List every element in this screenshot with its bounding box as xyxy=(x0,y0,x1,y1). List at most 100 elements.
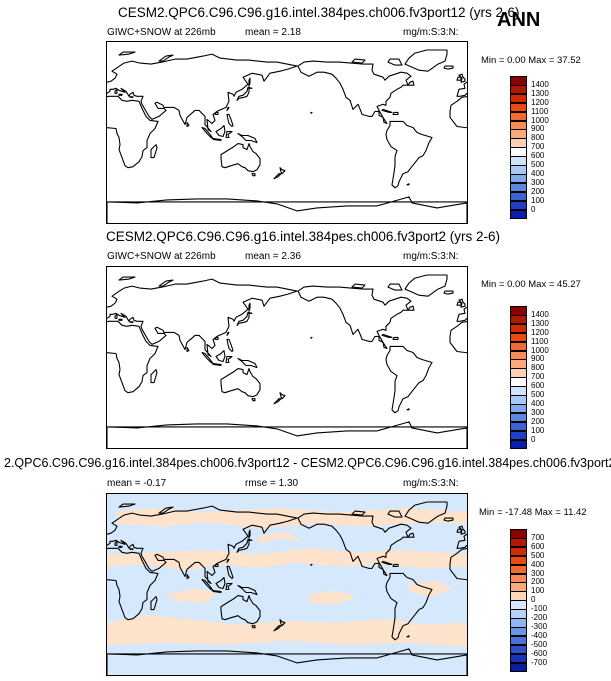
coastline xyxy=(107,421,467,448)
colorbar-tick-label: 1000 xyxy=(531,115,549,125)
coastline xyxy=(297,60,412,125)
coastline xyxy=(118,318,123,321)
coastline xyxy=(406,183,410,186)
panel-1-minmax: Min = 0.00 Max = 37.52 xyxy=(481,55,581,66)
coastline xyxy=(220,368,261,398)
coastline xyxy=(107,547,159,621)
coastline xyxy=(443,290,454,295)
panel-3-map xyxy=(106,493,468,676)
panel-2-mean: mean = 2.36 xyxy=(245,251,301,262)
coastline xyxy=(225,582,233,591)
coastline xyxy=(107,278,298,358)
colorbar-tick-label: -500 xyxy=(531,639,548,649)
coastline xyxy=(237,584,258,596)
coastline xyxy=(404,501,448,524)
panel-3-mean: mean = -0.17 xyxy=(107,478,167,489)
colorbar-tick-label: 1000 xyxy=(531,345,549,355)
colorbar-swatch xyxy=(510,209,527,219)
colorbar-tick-label: 500 xyxy=(531,160,545,169)
coastline xyxy=(273,398,282,405)
coastline xyxy=(456,81,467,97)
coastline xyxy=(406,635,410,638)
coastline xyxy=(214,336,219,340)
colorbar-tick-label: 400 xyxy=(531,559,545,569)
colorbar-tick-label: 1400 xyxy=(531,309,549,319)
panel-2-units: mg/m:S:3:N: xyxy=(403,251,459,262)
coastline xyxy=(351,58,366,64)
colorbar-tick-label: 1200 xyxy=(531,327,549,337)
coastline xyxy=(407,80,415,86)
coastline xyxy=(404,49,448,72)
coastline xyxy=(226,565,234,580)
coastline xyxy=(404,274,448,297)
coastline xyxy=(406,408,410,411)
coastline xyxy=(248,302,251,312)
coastline xyxy=(158,279,174,287)
colorbar-tick-label: 1300 xyxy=(531,88,549,98)
coastline xyxy=(236,311,253,326)
coastline xyxy=(443,65,454,70)
colorbar-tick-label: -600 xyxy=(531,648,548,658)
colorbar-tick-label: 600 xyxy=(531,151,545,161)
panel-1-variable-label: GIWC+SNOW at 226mb xyxy=(107,27,216,38)
coastline xyxy=(381,333,393,338)
coastline xyxy=(118,545,123,548)
panel-3-rmse: rmse = 1.30 xyxy=(245,478,299,489)
coastline xyxy=(387,58,403,66)
coastline xyxy=(215,349,226,363)
coastline xyxy=(186,573,190,580)
coastline xyxy=(107,196,467,223)
colorbar-tick-label: 900 xyxy=(531,124,545,134)
panel-1-world-map xyxy=(107,49,467,223)
colorbar-tick-label: 1100 xyxy=(531,106,549,116)
coastline xyxy=(237,357,258,369)
coastline xyxy=(107,53,298,133)
coastline xyxy=(449,96,467,129)
coastline xyxy=(381,560,393,565)
coastline xyxy=(215,576,226,590)
coastline xyxy=(107,320,159,394)
coastline xyxy=(226,338,234,353)
coastline xyxy=(212,137,222,142)
positive-anomaly-region xyxy=(107,548,467,571)
coastline xyxy=(129,548,134,550)
colorbar-tick-label: 300 xyxy=(531,407,545,417)
coastline xyxy=(248,529,251,539)
positive-anomaly-region xyxy=(307,590,357,605)
coastline xyxy=(251,398,256,402)
coastline xyxy=(118,276,136,281)
panel-3-units: mg/m:S:3:N: xyxy=(403,478,459,489)
coastline xyxy=(310,563,313,566)
colorbar-tick-label: 400 xyxy=(531,168,545,178)
colorbar-tick-label: 0 xyxy=(531,595,536,605)
coastline xyxy=(158,54,174,62)
positive-anomaly-region xyxy=(117,508,467,529)
coastline xyxy=(385,345,433,414)
colorbar-tick-label: 900 xyxy=(531,354,545,364)
colorbar-tick-label: 0 xyxy=(531,204,536,214)
colorbar-tick-label: 1400 xyxy=(531,79,549,89)
coastline xyxy=(225,355,233,364)
coastline xyxy=(449,321,467,354)
coastline xyxy=(114,313,118,319)
colorbar-tick-label: 1100 xyxy=(531,336,549,346)
coastline xyxy=(407,305,415,311)
coastline xyxy=(297,285,412,350)
coastline xyxy=(443,517,454,522)
coastline xyxy=(251,625,256,629)
coastline xyxy=(226,106,230,111)
coastline xyxy=(458,298,466,308)
coastline xyxy=(107,95,159,169)
coastline xyxy=(212,589,222,594)
colorbar-tick-label: -400 xyxy=(531,630,548,640)
colorbar-tick-label: 700 xyxy=(531,372,545,382)
coastline xyxy=(456,306,467,322)
colorbar-tick-label: 200 xyxy=(531,186,545,196)
panel-1-mean: mean = 2.18 xyxy=(245,27,301,38)
coastline xyxy=(392,563,399,567)
coastline xyxy=(456,76,462,81)
coastline xyxy=(226,558,230,563)
coastline xyxy=(225,130,233,139)
coastline xyxy=(392,111,399,115)
coastline xyxy=(251,173,256,177)
